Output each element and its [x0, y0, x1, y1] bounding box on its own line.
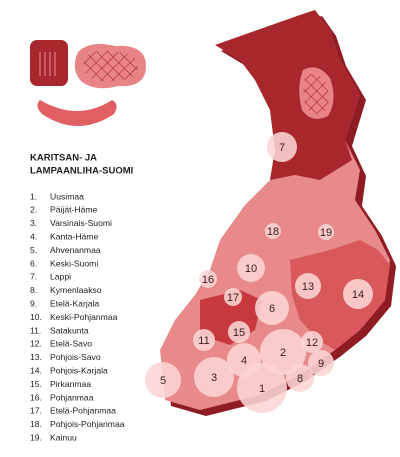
title-line: LAMPAANLIHA-SUOMI: [30, 166, 133, 177]
item-rank: 6.: [30, 258, 37, 268]
item-rank: 16.: [30, 392, 42, 402]
item-rank: 8.: [30, 285, 37, 295]
region-list: 1. Uusimaa 2. Päijät-Häme 3. Varsinais-Suomi 4…: [30, 191, 125, 442]
chop-icon: [30, 40, 68, 86]
sausage-icon: [37, 100, 117, 126]
meat-icons: [30, 40, 146, 126]
item-rank: 15.: [30, 379, 42, 389]
steak-hatch: [83, 50, 138, 82]
bubble-label: 4: [241, 355, 247, 367]
eastern-region: [290, 240, 390, 350]
item-name: Kainuu: [50, 432, 77, 442]
bubble: [260, 329, 306, 375]
item-rank: 17.: [30, 406, 42, 416]
item-name: Etelä-Karjala: [50, 298, 99, 308]
item-name: Ahvenanmaa: [50, 245, 101, 255]
item-name: Satakunta: [50, 325, 89, 335]
bubble: [227, 343, 261, 377]
bubble-label: 9: [318, 358, 324, 370]
bubble: [343, 279, 373, 309]
bubble-label: 8: [297, 373, 303, 385]
bubble-label: 15: [233, 327, 245, 339]
item-name: Lappi: [50, 272, 71, 282]
chop-lines: [39, 52, 56, 76]
bubble: [286, 364, 314, 392]
bubble-label: 5: [160, 375, 166, 387]
bubble: [194, 357, 234, 397]
bubble: [145, 362, 181, 398]
bubble: [199, 270, 217, 288]
bubble-label: 16: [202, 274, 214, 286]
bubble-label: 17: [227, 292, 239, 304]
bubble-label: 6: [269, 303, 275, 315]
bubble-label: 12: [306, 337, 318, 349]
bubble-label: 7: [279, 142, 285, 154]
bubble-label: 2: [280, 347, 286, 359]
bubble-label: 19: [320, 227, 332, 239]
item-name: Uusimaa: [50, 191, 84, 201]
item-rank: 2.: [30, 205, 37, 215]
bubble-label: 11: [198, 335, 209, 347]
item-name: Varsinais-Suomi: [50, 218, 112, 228]
bubble-label: 14: [352, 289, 364, 301]
item-name: Keski-Suomi: [50, 258, 98, 268]
item-name: Kymenlaakso: [50, 285, 102, 295]
bubble: [295, 273, 321, 299]
finland-map: [160, 10, 396, 416]
lapland-region: [215, 10, 360, 180]
bubble: [301, 331, 323, 353]
item-name: Päijät-Häme: [50, 205, 98, 215]
bubble-label: 18: [267, 226, 279, 238]
bubble: [255, 291, 289, 325]
item-rank: 4.: [30, 231, 37, 241]
lapland-hatch: [303, 74, 329, 114]
bubble: [265, 223, 281, 239]
item-rank: 5.: [30, 245, 37, 255]
bubble-label: 13: [302, 281, 314, 293]
item-name: Pohjois-Pohjanmaa: [50, 419, 125, 429]
item-rank: 3.: [30, 218, 37, 228]
item-name: Etelä-Pohjanmaa: [50, 406, 116, 416]
bubble: [267, 132, 297, 162]
bubble-label: 3: [211, 372, 217, 384]
bubble-label: 10: [245, 263, 257, 275]
item-name: Pirkanmaa: [50, 379, 91, 389]
item-name: Keski-Pohjanmaa: [50, 312, 118, 322]
item-rank: 14.: [30, 365, 42, 375]
bubble: [237, 254, 265, 282]
bubble: [224, 288, 242, 306]
bubble: [228, 321, 250, 343]
bubble-label: 1: [259, 383, 265, 395]
item-rank: 18.: [30, 419, 42, 429]
item-rank: 11.: [30, 325, 41, 335]
item-rank: 7.: [30, 272, 37, 282]
bubble: [193, 329, 215, 351]
bubble: [308, 350, 334, 376]
item-rank: 13.: [30, 352, 42, 362]
item-name: Pohjois-Savo: [50, 352, 101, 362]
item-rank: 9.: [30, 298, 37, 308]
item-name: Pohjois-Karjala: [50, 365, 108, 375]
item-rank: 10.: [30, 312, 42, 322]
item-name: Etelä-Savo: [50, 339, 92, 349]
title-line: KARITSAN- JA: [30, 153, 97, 164]
bubble: [318, 224, 334, 240]
item-rank: 12.: [30, 339, 42, 349]
item-rank: 19.: [30, 432, 42, 442]
item-rank: 1.: [30, 191, 37, 201]
item-name: Pohjanmaa: [50, 392, 94, 402]
item-name: Kanta-Häme: [50, 231, 98, 241]
